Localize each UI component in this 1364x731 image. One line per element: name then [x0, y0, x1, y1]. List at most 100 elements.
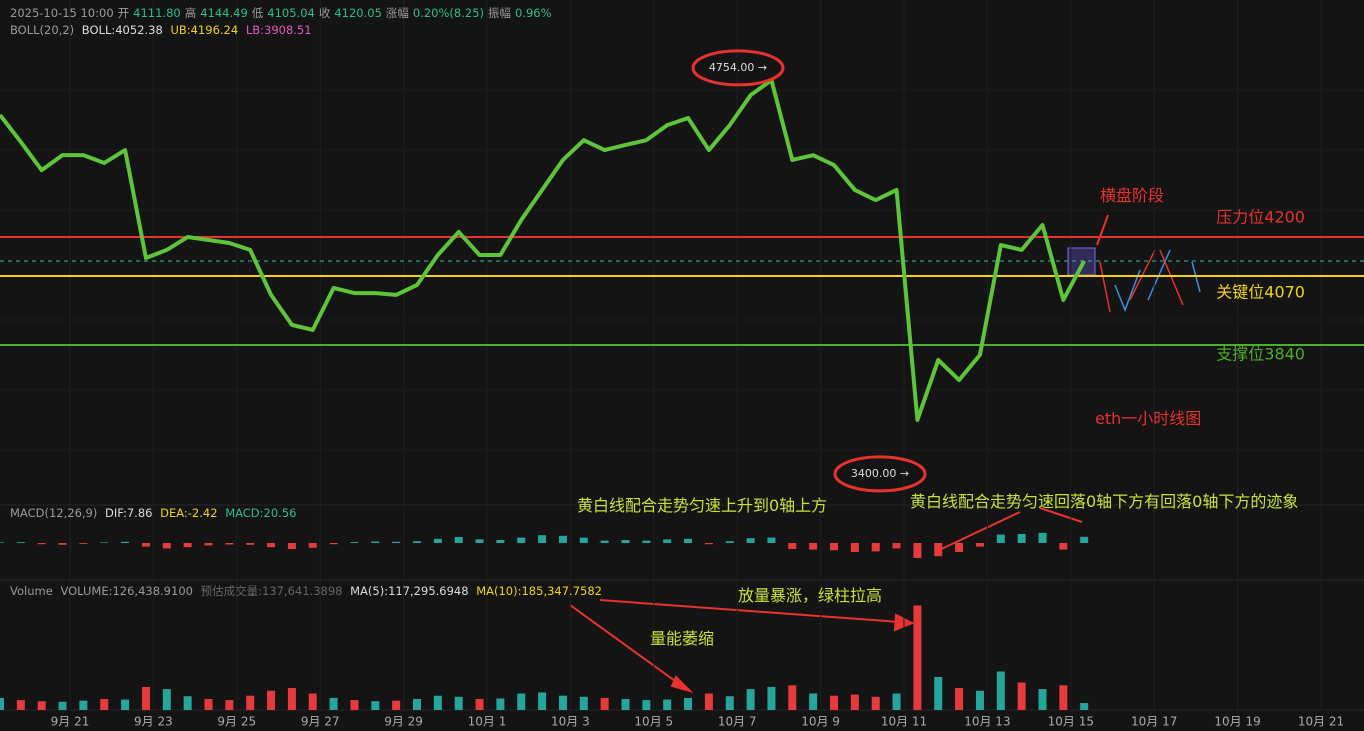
- macd-bar: [746, 538, 755, 543]
- volume-bar: [850, 694, 859, 710]
- ma5: MA(5):117,295.6948: [350, 584, 469, 598]
- macd-bar: [850, 543, 859, 552]
- macd-bar: [204, 543, 213, 546]
- volume-bar: [1038, 689, 1047, 710]
- macd-bar: [579, 537, 588, 543]
- x-tick-label: 10月 11: [881, 715, 927, 729]
- macd-bar: [350, 542, 359, 543]
- volume-bar: [246, 695, 255, 710]
- volume-bar: [788, 685, 797, 710]
- volume-value: VOLUME:126,438.9100: [60, 584, 193, 598]
- header-value: 4120.05: [334, 6, 382, 20]
- macd-bar: [246, 543, 255, 545]
- macd-bar: [121, 541, 130, 543]
- volume-bar: [830, 695, 838, 710]
- macd-bar: [162, 543, 171, 549]
- macd-bar: [392, 541, 401, 543]
- annotation: 黄白线配合走势匀速上升到0轴上方: [577, 496, 828, 515]
- boll-header: BOLL(20,2) BOLL:4052.38 UB:4196.24 LB:39…: [10, 23, 316, 37]
- macd-bar: [329, 543, 338, 545]
- macd-bar: [371, 541, 380, 543]
- macd-bar: [1080, 536, 1089, 543]
- header-value: 0.96%: [515, 6, 552, 20]
- macd-bar: [517, 537, 526, 543]
- volume-bar: [121, 699, 130, 710]
- peak-label: 3400.00 →: [851, 467, 909, 480]
- header-label: 涨幅: [385, 6, 409, 20]
- x-tick-label: 9月 23: [134, 715, 173, 729]
- level-label: 关键位4070: [1216, 282, 1305, 301]
- annotation: eth一小时线图: [1095, 409, 1202, 428]
- volume-bar: [1017, 682, 1026, 710]
- header-label: 开: [117, 6, 130, 20]
- macd-bar: [934, 543, 943, 557]
- volume-bar: [371, 701, 380, 710]
- macd-bar: [225, 543, 234, 545]
- x-tick-label: 10月 17: [1131, 715, 1177, 729]
- macd-bar: [892, 543, 901, 549]
- volume-bar: [517, 693, 526, 710]
- volume-bar: [308, 693, 317, 710]
- volume-bar: [350, 700, 359, 710]
- volume-bar: [496, 698, 505, 710]
- macd-bar: [684, 538, 693, 543]
- dea: DEA:-2.42: [160, 506, 218, 520]
- volume-bar: [955, 688, 964, 710]
- volume-bar: [141, 686, 150, 710]
- volume-bar: [287, 688, 296, 710]
- indicator-name: Volume: [10, 584, 53, 598]
- boll-mid: BOLL:4052.38: [81, 23, 163, 37]
- macd-bar: [100, 542, 109, 543]
- annotation: 放量暴涨，绿柱拉高: [738, 586, 883, 605]
- indicator-name: MACD(12,26,9): [10, 506, 98, 520]
- level-label: 支撑位3840: [1216, 344, 1305, 363]
- macd-bar: [79, 543, 88, 544]
- volume-bar: [663, 699, 672, 710]
- x-tick-label: 10月 7: [718, 715, 757, 729]
- volume-bar: [642, 700, 651, 710]
- macd-bar: [183, 543, 192, 548]
- volume-bar: [996, 671, 1005, 710]
- arrows: [569, 214, 1109, 693]
- macd-bar: [287, 543, 296, 549]
- macd-bar: [454, 537, 463, 543]
- macd-bar: [1038, 532, 1047, 543]
- volume-bar: [600, 697, 609, 710]
- volume-bar: [1080, 703, 1089, 710]
- projection: [1099, 249, 1201, 313]
- header-value: 4144.49: [200, 6, 248, 20]
- x-tick-label: 9月 25: [217, 715, 256, 729]
- macd-bar: [141, 543, 150, 547]
- ma10: MA(10):185,347.7582: [476, 584, 602, 598]
- volume-bar: [37, 701, 46, 710]
- header-label: 振幅: [488, 6, 512, 20]
- macd-bar: [913, 543, 922, 558]
- volume-bar: [413, 699, 421, 710]
- volume-bar: [1059, 685, 1068, 710]
- macd-bar: [996, 534, 1005, 543]
- macd-bar: [600, 540, 609, 543]
- macd-bar: [955, 543, 964, 552]
- volume-bar: [392, 700, 401, 710]
- volume-bar: [767, 686, 776, 710]
- volume-bar: [162, 689, 171, 710]
- datetime: 2025-10-15 10:00: [10, 6, 114, 20]
- volume-bar: [538, 692, 547, 710]
- x-tick-label: 10月 5: [634, 715, 673, 729]
- volume-bar: [225, 700, 234, 710]
- volume-bar: [558, 695, 567, 710]
- macd-bar: [663, 539, 672, 543]
- macd-bar: [308, 543, 317, 548]
- x-tick-label: 9月 27: [301, 715, 340, 729]
- header-label: 低: [251, 6, 264, 20]
- volume-bar: [934, 677, 943, 710]
- volume-bar: [433, 695, 442, 710]
- volume-bar: [475, 699, 484, 710]
- volume-bar: [704, 693, 713, 710]
- x-tick-label: 10月 19: [1214, 715, 1260, 729]
- macd-bar: [538, 535, 547, 543]
- x-tick-label: 10月 3: [551, 715, 590, 729]
- macd-bar: [496, 540, 505, 543]
- volume-bar: [0, 697, 4, 710]
